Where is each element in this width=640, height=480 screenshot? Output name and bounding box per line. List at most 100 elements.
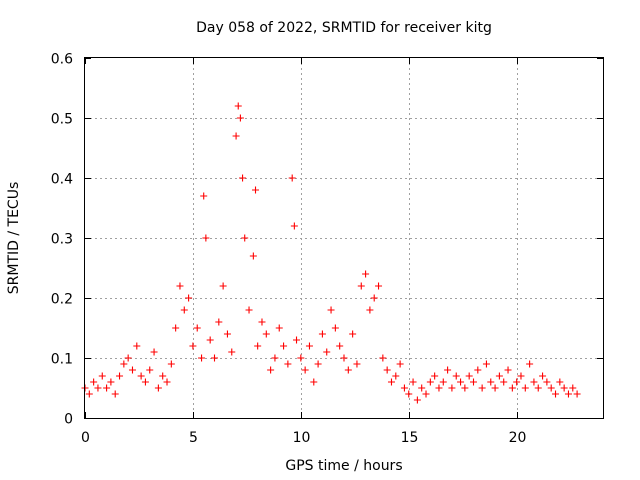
x-tick-label: 15 xyxy=(401,430,419,446)
axis-ticks: 0 0.1 0.2 0.3 0.4 0.5 0.6 0 5 10 15 20 xyxy=(51,52,603,446)
data-point xyxy=(290,222,298,230)
data-point xyxy=(552,390,560,398)
data-point xyxy=(267,366,275,374)
x-tick-label: 20 xyxy=(509,430,527,446)
data-point xyxy=(465,372,473,380)
data-point xyxy=(426,378,434,386)
data-point xyxy=(349,330,357,338)
data-point xyxy=(353,360,361,368)
data-point xyxy=(180,306,188,314)
data-point xyxy=(85,390,93,398)
data-point xyxy=(543,378,551,386)
data-point xyxy=(176,282,184,290)
data-point xyxy=(271,354,279,362)
data-point xyxy=(128,366,136,374)
data-point xyxy=(234,102,242,110)
data-point xyxy=(193,324,201,332)
data-point xyxy=(111,390,119,398)
data-point xyxy=(297,354,305,362)
data-point xyxy=(103,384,111,392)
data-point xyxy=(236,114,244,122)
data-point xyxy=(573,390,581,398)
data-point xyxy=(560,384,568,392)
data-point xyxy=(482,360,490,368)
data-point xyxy=(366,306,374,314)
data-point xyxy=(491,384,499,392)
data-point xyxy=(375,282,383,290)
data-point xyxy=(517,372,525,380)
data-point xyxy=(189,342,197,350)
data-point xyxy=(569,384,577,392)
plot-area-frame xyxy=(84,57,604,419)
data-point xyxy=(262,330,270,338)
data-point xyxy=(513,378,521,386)
data-point xyxy=(508,384,516,392)
data-point xyxy=(370,294,378,302)
data-point xyxy=(457,378,465,386)
data-points xyxy=(81,102,581,404)
data-point xyxy=(564,390,572,398)
data-point xyxy=(470,378,477,386)
data-point xyxy=(159,372,167,380)
x-axis-label: GPS time / hours xyxy=(285,458,402,474)
data-point xyxy=(288,174,296,182)
data-point xyxy=(392,372,400,380)
data-point xyxy=(396,360,404,368)
data-point xyxy=(383,366,391,374)
data-point xyxy=(409,378,417,386)
data-point xyxy=(293,336,301,344)
data-point xyxy=(219,282,227,290)
data-point xyxy=(258,318,266,326)
data-point xyxy=(200,192,208,200)
data-point xyxy=(245,306,253,314)
data-point xyxy=(418,384,426,392)
x-tick-label: 5 xyxy=(189,430,198,446)
data-point xyxy=(539,372,547,380)
data-point xyxy=(198,354,206,362)
y-tick-label: 0.5 xyxy=(51,112,73,128)
data-point xyxy=(314,360,322,368)
data-point xyxy=(405,390,413,398)
data-point xyxy=(154,384,162,392)
data-point xyxy=(107,378,115,386)
y-tick-label: 0.3 xyxy=(51,232,73,248)
data-point xyxy=(280,342,288,350)
data-point xyxy=(232,132,240,140)
data-point xyxy=(167,360,175,368)
data-point xyxy=(249,252,257,260)
data-point xyxy=(478,384,486,392)
data-point xyxy=(254,342,262,350)
data-point xyxy=(474,366,482,374)
data-point xyxy=(120,360,128,368)
data-point xyxy=(94,384,102,392)
data-point xyxy=(357,282,365,290)
data-point xyxy=(435,384,443,392)
data-point xyxy=(534,384,542,392)
data-point xyxy=(400,384,408,392)
data-point xyxy=(137,372,145,380)
data-point xyxy=(202,234,210,242)
data-point xyxy=(461,384,469,392)
data-point xyxy=(431,372,439,380)
y-tick-label: 0.4 xyxy=(51,172,73,188)
data-point xyxy=(228,348,236,356)
data-point xyxy=(124,354,132,362)
data-point xyxy=(116,372,124,380)
data-point xyxy=(284,360,292,368)
data-point xyxy=(98,372,106,380)
data-point xyxy=(444,366,452,374)
data-point xyxy=(340,354,348,362)
data-point xyxy=(211,354,218,362)
data-point xyxy=(439,378,447,386)
data-point xyxy=(521,384,529,392)
data-point xyxy=(487,378,495,386)
data-point xyxy=(331,324,339,332)
data-point xyxy=(422,390,430,398)
data-point xyxy=(133,342,141,350)
data-point xyxy=(387,378,395,386)
y-tick-label: 0.1 xyxy=(51,352,73,368)
data-point xyxy=(448,384,456,392)
data-point xyxy=(547,384,555,392)
data-point xyxy=(239,174,247,182)
